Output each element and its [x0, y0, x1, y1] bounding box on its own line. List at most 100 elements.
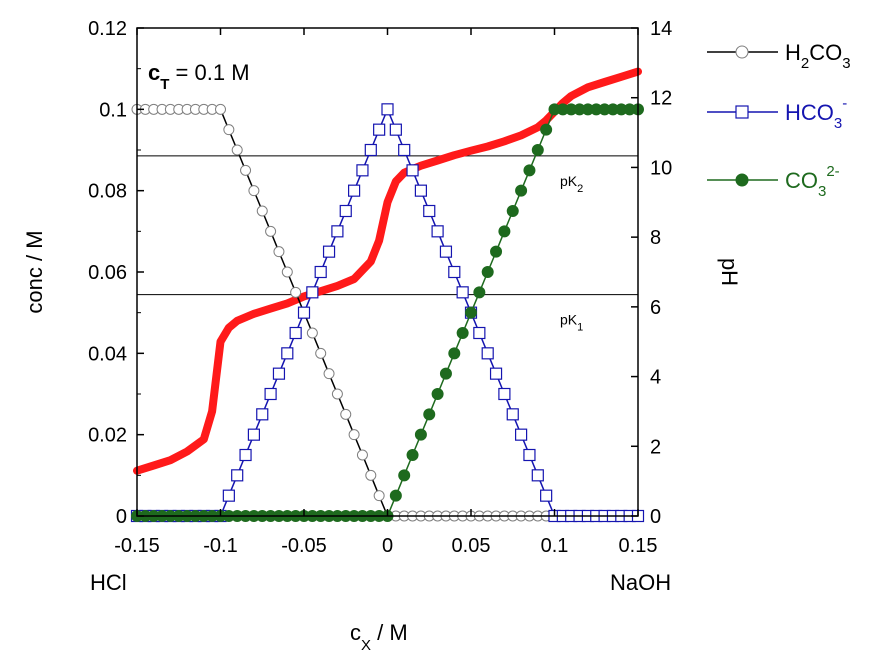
hco3-point — [431, 225, 444, 238]
hco3-point — [314, 265, 327, 279]
hco3-point — [356, 164, 369, 177]
h2co3-point — [223, 124, 235, 136]
hco3-point — [297, 306, 311, 319]
bottom-tick-label: -0.1 — [203, 535, 237, 557]
h2co3-point — [356, 449, 368, 461]
left-tick-label: 0.02 — [88, 425, 127, 447]
legend: H2CO3 HCO3- CO32- — [707, 40, 851, 200]
legend-label-h2co3: H2CO3 — [785, 40, 851, 72]
legend-marker-h2co3 — [735, 45, 749, 59]
co3-point — [439, 367, 452, 380]
co3-point — [406, 449, 419, 461]
h2co3-point — [215, 103, 226, 115]
hco3-point — [281, 347, 294, 360]
h2co3-point — [373, 490, 385, 502]
hco3-point — [414, 184, 427, 197]
left-tick-label: 0.06 — [88, 262, 127, 284]
h2co3-point — [248, 185, 260, 197]
hco3-point — [322, 245, 336, 258]
x-axis-end-right: NaOH — [610, 570, 671, 595]
right-tick-label: 6 — [650, 297, 661, 319]
hco3-point — [423, 204, 436, 218]
left-axis: 0 0.02 0.04 0.06 0.08 0.1 0.12 — [88, 18, 144, 528]
hco3-point — [364, 143, 377, 157]
h2co3-point — [231, 144, 243, 156]
bottom-tick-label: 0 — [382, 535, 393, 557]
hco3-point — [489, 367, 503, 380]
left-tick-label: 0.12 — [88, 18, 127, 40]
hco3-point — [506, 408, 519, 421]
y-axis-left-label: conc / M — [22, 230, 47, 313]
co3-point — [456, 327, 469, 339]
legend-marker-hco3 — [735, 105, 749, 119]
h2co3-point — [331, 388, 343, 400]
hco3-point — [272, 367, 286, 380]
pk-label-1: pK1 — [560, 312, 583, 334]
ct-annotation: cT = 0.1 M — [148, 60, 250, 93]
right-tick-label: 12 — [650, 88, 672, 110]
hco3-point — [289, 326, 302, 340]
co3-point — [540, 123, 553, 136]
right-tick-label: 8 — [650, 227, 661, 249]
hco3-point — [514, 428, 528, 441]
legend-label-co3: CO32- — [785, 163, 840, 200]
hco3-point — [381, 103, 394, 116]
h2co3-point — [265, 225, 277, 237]
hco3-point — [264, 387, 277, 401]
right-axis: 0 2 4 6 8 10 12 14 — [631, 18, 672, 528]
hco3-point — [540, 489, 553, 502]
h2co3-point — [365, 469, 377, 481]
hco3-point — [339, 204, 352, 218]
hco3-point — [456, 286, 469, 299]
co3-point — [423, 408, 436, 421]
left-tick-label: 0.1 — [99, 99, 127, 121]
hco3-point — [348, 184, 361, 197]
hco3-point — [256, 408, 269, 421]
bottom-tick-label: -0.15 — [114, 535, 160, 557]
left-tick-label: 0.04 — [88, 343, 127, 365]
x-axis-end-left: HCl — [90, 570, 127, 595]
hco3-point — [523, 448, 536, 462]
co3-point — [523, 164, 536, 177]
hco3-point — [448, 265, 461, 279]
reference-lines: pK1 pK2 — [137, 155, 638, 334]
h2co3-point — [323, 368, 335, 380]
hco3-point — [373, 123, 386, 136]
h2co3-point — [273, 246, 285, 258]
co3-point — [481, 266, 494, 278]
hco3-point — [306, 286, 319, 299]
right-tick-label: 10 — [650, 157, 672, 179]
right-tick-label: 14 — [650, 18, 672, 40]
right-tick-label: 0 — [650, 506, 661, 528]
co3-point — [498, 225, 511, 238]
hco3-point — [406, 164, 419, 177]
hco3-point — [439, 245, 453, 258]
bottom-tick-label: 0.1 — [541, 535, 569, 557]
bottom-tick-label: 0.15 — [619, 535, 658, 557]
right-tick-label: 2 — [650, 436, 661, 458]
ph-series — [133, 67, 642, 475]
x-axis-label: cX / M — [350, 620, 408, 654]
h2co3-point — [281, 266, 293, 278]
h2co3-point — [340, 408, 352, 420]
hco3-point — [398, 143, 411, 157]
legend-label-hco3: HCO3- — [785, 95, 847, 132]
h2co3-point — [290, 286, 302, 298]
h2co3-point — [306, 327, 318, 339]
pk-label-2: pK2 — [560, 173, 583, 195]
legend-marker-co3 — [735, 173, 749, 187]
co3-point — [389, 489, 402, 502]
left-tick-label: 0 — [116, 506, 127, 528]
h2co3-point — [256, 205, 268, 217]
co3-point — [531, 144, 544, 156]
hco3-point — [222, 489, 235, 502]
co3-point — [506, 205, 519, 217]
hco3-point — [473, 326, 486, 340]
hco3-point — [531, 469, 544, 482]
hco3-point — [247, 428, 260, 441]
bottom-tick-label: -0.05 — [281, 535, 327, 557]
h2co3-point — [240, 164, 252, 176]
hco3-point — [239, 448, 252, 462]
h2co3-point — [348, 429, 360, 441]
bottom-tick-label: 0.05 — [452, 535, 491, 557]
